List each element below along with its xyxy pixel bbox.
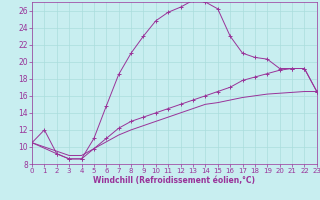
X-axis label: Windchill (Refroidissement éolien,°C): Windchill (Refroidissement éolien,°C) [93, 176, 255, 185]
